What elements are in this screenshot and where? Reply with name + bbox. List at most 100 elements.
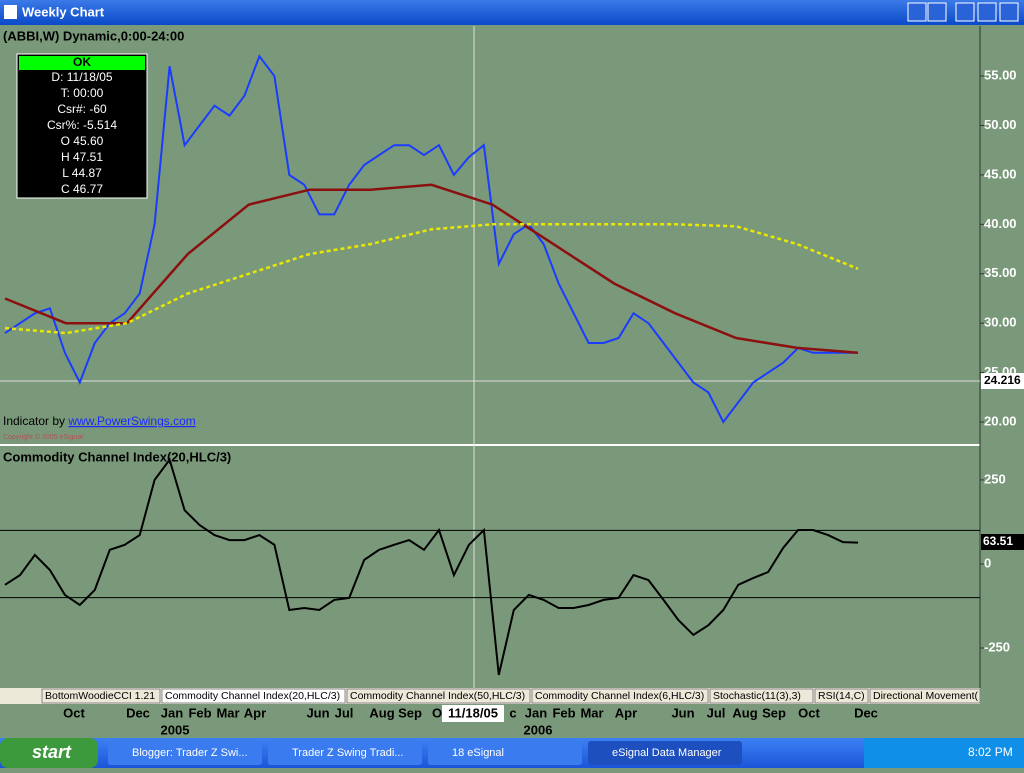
taskbar-button[interactable] — [588, 741, 742, 765]
cci-title: Commodity Channel Index(20,HLC/3) — [3, 449, 231, 464]
restore-button[interactable] — [927, 2, 947, 22]
credit: Indicator by www.PowerSwings.com — [3, 414, 196, 428]
y-tick-label: 55.00 — [984, 67, 1017, 82]
status-text: OK — [73, 55, 91, 69]
minimize-button[interactable] — [955, 2, 975, 22]
tabs: BottomWoodieCCI 1.21 Commodity Channel In… — [41, 688, 981, 704]
tab-label: Stochastic(11(3),3) — [713, 690, 801, 702]
maximize-button[interactable] — [977, 2, 997, 22]
cursor-box — [16, 53, 148, 199]
start-button[interactable] — [0, 738, 98, 768]
x-label: Sep — [398, 705, 422, 720]
cursor-box-line: D: 11/18/05 — [51, 70, 112, 84]
clock: 8:02 PM — [968, 745, 1013, 759]
cursor-box-line: L 44.87 — [62, 166, 102, 180]
y-tick-label: 40.00 — [984, 216, 1017, 231]
menu-button[interactable] — [907, 2, 927, 22]
y-tick-label: 250 — [984, 471, 1006, 486]
y-tick-label: -250 — [984, 639, 1010, 654]
tab-label: BottomWoodieCCI 1.21 — [45, 690, 155, 702]
x-label: Aug — [369, 705, 394, 720]
x-label: Feb — [552, 705, 575, 720]
y-tick-label: 35.00 — [984, 265, 1017, 280]
x-label: Jul — [707, 705, 726, 720]
cci-value-box — [981, 534, 1024, 550]
taskbar-label: eSignal Data Manager — [612, 747, 722, 759]
y-tick-label: 30.00 — [984, 315, 1017, 330]
y-tick-label: 20.00 — [984, 413, 1017, 428]
start-label: start — [32, 742, 72, 762]
symbol-label: (ABBI,W) Dynamic,0:00-24:00 — [3, 28, 184, 43]
price-pane — [0, 26, 980, 444]
series-line — [4, 223, 859, 335]
cursor-date-box — [442, 705, 504, 722]
x-label: Aug — [732, 705, 757, 720]
cursor-box-line: C 46.77 — [61, 182, 103, 196]
x-label: c — [509, 705, 516, 720]
x-label: Oct — [798, 705, 820, 720]
tab[interactable] — [161, 688, 346, 704]
taskbar-items: Blogger: Trader Z Swi... Trader Z Swing T… — [108, 741, 742, 765]
copyright: Copyright © 2005 eSignal — [3, 433, 83, 441]
tab[interactable] — [531, 688, 709, 704]
x-label: Oct — [63, 705, 85, 720]
taskbar-label: 18 eSignal — [452, 747, 504, 759]
status-bar — [19, 56, 145, 70]
series-line — [4, 54, 858, 424]
x-label: Sep — [762, 705, 786, 720]
series-line — [4, 457, 859, 676]
cursor-box-line: Csr#: -60 — [57, 102, 107, 116]
x-label: Dec — [126, 705, 150, 720]
tab[interactable] — [41, 688, 161, 704]
y-tick-label: 25.00 — [984, 364, 1017, 379]
cursor-price-box — [981, 373, 1024, 389]
window-buttons — [907, 2, 1019, 22]
year-label: 2005 — [161, 722, 190, 737]
cci-value: 63.51 — [983, 534, 1013, 548]
y-tick-label: 50.00 — [984, 117, 1017, 132]
tray — [864, 738, 1024, 768]
tab-label: Commodity Channel Index(6,HLC/3) — [535, 690, 704, 702]
x-label: Apr — [615, 705, 637, 720]
tab-label: RSI(14,C) — [818, 690, 865, 702]
window-icon — [4, 5, 17, 19]
x-label: Jun — [306, 705, 329, 720]
x-label: Jan — [161, 705, 183, 720]
tab-label: Directional Movement( — [873, 690, 979, 702]
y-tick-label: 45.00 — [984, 166, 1017, 181]
tab-label: Commodity Channel Index(20,HLC/3) — [165, 690, 340, 702]
x-label: Mar — [580, 705, 603, 720]
cursor-price: 24.216 — [984, 373, 1021, 387]
x-label: Jan — [525, 705, 547, 720]
taskbar-button[interactable] — [428, 741, 582, 765]
taskbar-button[interactable] — [268, 741, 422, 765]
tab[interactable] — [814, 688, 869, 704]
tab[interactable] — [709, 688, 814, 704]
window-title: Weekly Chart — [22, 4, 105, 19]
x-label: Mar — [216, 705, 239, 720]
tab[interactable] — [869, 688, 981, 704]
cursor-box-line: Csr%: -5.514 — [47, 118, 117, 132]
close-button[interactable] — [999, 2, 1019, 22]
x-label: Feb — [188, 705, 211, 720]
tab-label: Commodity Channel Index(50,HLC/3) — [350, 690, 525, 702]
x-label: Jul — [335, 705, 354, 720]
x-axis — [0, 704, 1024, 738]
cursor-box-line: H 47.51 — [61, 150, 103, 164]
year-label: 2006 — [524, 722, 553, 737]
title-bar — [0, 0, 1024, 25]
price-axis — [980, 26, 1024, 688]
y-tick-label: 0 — [984, 555, 991, 570]
x-label: Jun — [671, 705, 694, 720]
x-label: Apr — [244, 705, 266, 720]
series-line — [4, 183, 859, 355]
cursor-box-lines: D: 11/18/05 T: 00:00 Csr#: -60 Csr%: -5.514… — [47, 70, 117, 196]
tab[interactable] — [346, 688, 531, 704]
taskbar-label: Trader Z Swing Tradi... — [292, 747, 403, 759]
taskbar-label: Blogger: Trader Z Swi... — [132, 747, 248, 759]
cursor-date: 11/18/05 — [448, 705, 498, 720]
taskbar-button[interactable] — [108, 741, 262, 765]
cursor-box-line: O 45.60 — [61, 134, 104, 148]
